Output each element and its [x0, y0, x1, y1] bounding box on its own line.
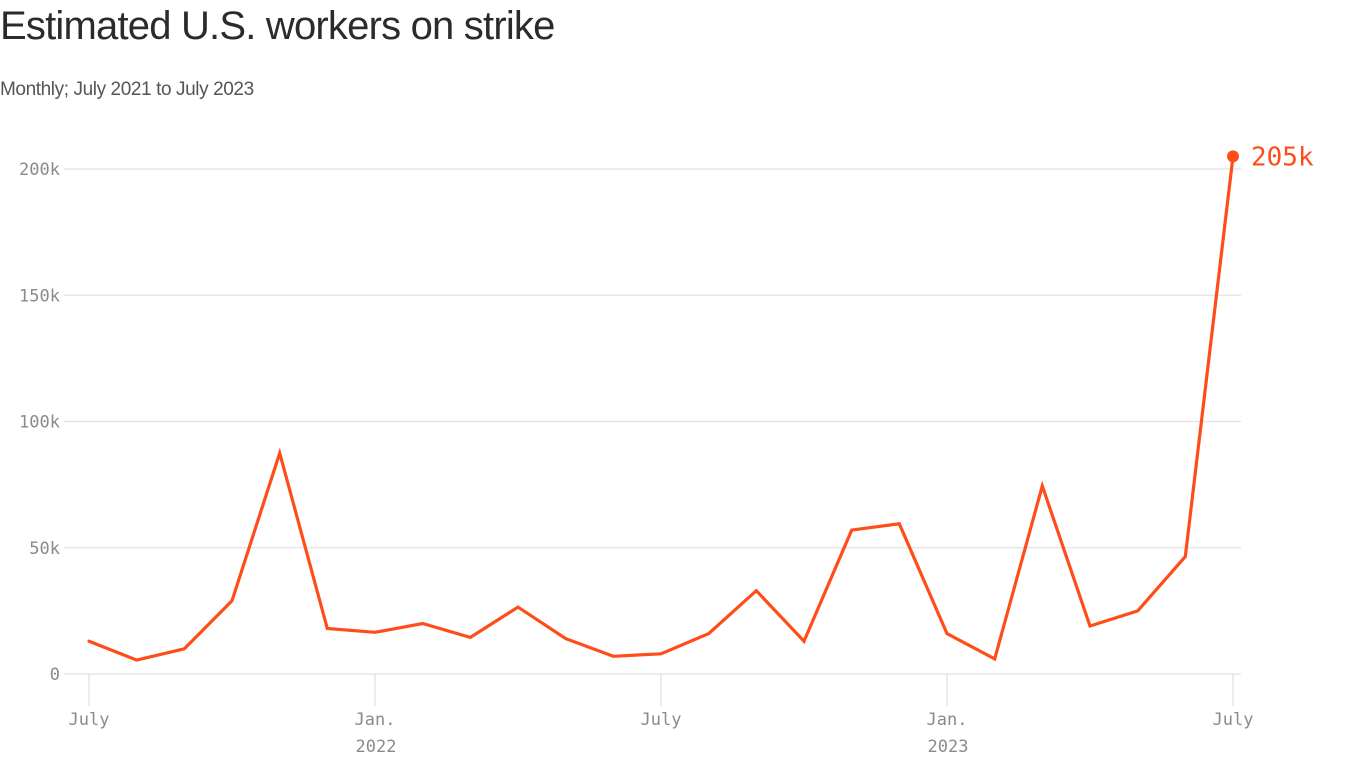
y-tick-label: 100k — [19, 413, 60, 433]
end-point-marker — [1227, 150, 1239, 163]
x-tick-label: July — [69, 710, 110, 730]
strike-workers-line — [87, 154, 1235, 662]
y-tick-label: 50k — [29, 539, 60, 559]
x-tick-label: Jan. — [927, 710, 968, 730]
x-axis-labels: July Jan. 2022 July Jan. 2023 July — [69, 710, 1254, 757]
y-tick-label: 200k — [19, 160, 60, 180]
x-tick-label: Jan. — [355, 710, 396, 730]
y-tick-label: 150k — [19, 286, 60, 306]
x-tick-label: July — [1213, 710, 1254, 730]
x-axis-ticks — [88, 674, 1234, 706]
chart-title: Estimated U.S. workers on strike — [0, 4, 555, 48]
y-tick-label: 0 — [50, 665, 60, 685]
x-tick-label: July — [641, 710, 682, 730]
end-value-label: 205k — [1251, 142, 1314, 172]
chart-subtitle: Monthly; July 2021 to July 2023 — [0, 79, 254, 100]
y-axis-labels: 0 50k 100k 150k 200k — [19, 160, 60, 685]
y-gridlines — [64, 168, 1241, 675]
x-tick-year-label: 2023 — [928, 737, 969, 757]
x-tick-year-label: 2022 — [356, 737, 397, 757]
